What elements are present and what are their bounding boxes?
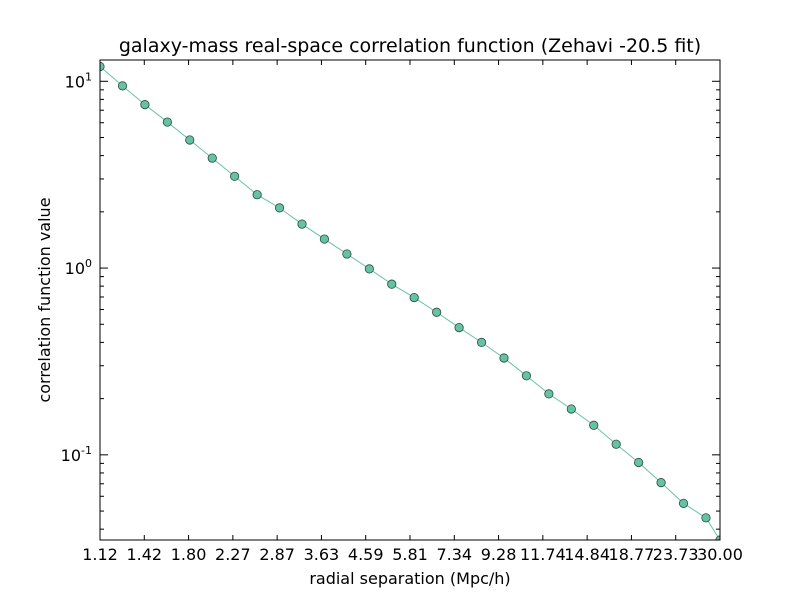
x-tick-label: 2.87 — [259, 545, 295, 564]
plot-area — [100, 61, 720, 540]
y-axis-label: correlation function value — [35, 197, 54, 402]
data-point — [230, 171, 240, 181]
data-point — [566, 404, 576, 414]
data-point — [297, 219, 307, 229]
data-point — [162, 117, 172, 127]
x-tick-label: 1.42 — [126, 545, 162, 564]
data-point — [207, 153, 217, 163]
data-point — [432, 307, 442, 317]
data-point — [678, 498, 689, 508]
x-tick-label: 9.28 — [481, 545, 517, 564]
y-tick-label: 100 — [65, 257, 92, 278]
x-tick-label: 14.84 — [564, 545, 610, 564]
data-point — [274, 203, 285, 213]
x-tick-label: 1.80 — [171, 545, 207, 564]
data-point — [342, 249, 352, 259]
data-point — [589, 420, 599, 430]
x-axis-label: radial separation (Mpc/h) — [309, 569, 510, 588]
data-point — [544, 389, 554, 399]
x-tick-label: 7.34 — [436, 545, 472, 564]
plot-frame — [99, 59, 721, 541]
x-tick-label: 18.77 — [609, 545, 655, 564]
data-point — [140, 100, 150, 110]
data-point — [656, 478, 666, 488]
data-point — [499, 353, 509, 363]
data-point — [387, 279, 397, 289]
data-point — [634, 457, 644, 468]
x-tick-label: 4.59 — [348, 545, 384, 564]
data-point — [454, 322, 464, 333]
data-point — [319, 234, 330, 244]
x-tick-label: 11.74 — [520, 545, 566, 564]
x-tick-label: 3.63 — [304, 545, 340, 564]
y-axis-ticks: 10-1 100 101 — [61, 70, 720, 530]
x-axis-ticks: 1.12 1.42 1.80 2.27 2.87 3.63 4.59 5.81 7.34 9.28… — [82, 60, 743, 564]
data-point — [521, 371, 532, 381]
data-point — [409, 292, 419, 303]
data-point — [701, 513, 711, 523]
chart-title: galaxy-mass real-space correlation funct… — [119, 35, 701, 57]
y-tick-label: 10-1 — [61, 444, 92, 465]
x-tick-label: 23.73 — [653, 545, 699, 564]
x-tick-label: 2.27 — [215, 545, 251, 564]
y-tick-label: 101 — [65, 70, 92, 91]
x-tick-label: 1.12 — [82, 545, 118, 564]
data-point — [476, 337, 487, 347]
data-point — [611, 439, 621, 449]
data-point — [364, 264, 374, 274]
data-point — [117, 81, 128, 91]
data-point — [252, 190, 262, 200]
x-tick-label: 5.81 — [392, 545, 428, 564]
data-point — [185, 135, 195, 145]
x-tick-label: 30.00 — [697, 545, 743, 564]
